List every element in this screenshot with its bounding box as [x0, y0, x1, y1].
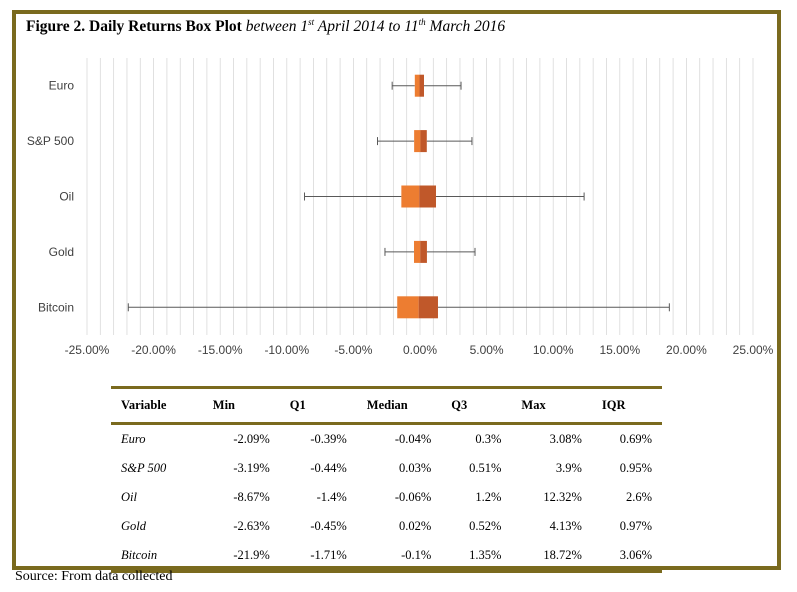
header-min: Min [212, 398, 236, 412]
category-label: Bitcoin [38, 300, 74, 314]
cell-iqr: 0.95% [619, 461, 652, 475]
cell-max: 4.13% [549, 519, 582, 533]
table-header-row: Variable Min Q1 Median Q3 Max IQR [111, 387, 662, 424]
box-upper [419, 185, 436, 208]
cell-median: 0.03% [398, 461, 432, 475]
cell-min: -2.63% [233, 519, 270, 533]
header-iqr: IQR [601, 398, 626, 412]
x-tick-label: 0.00% [403, 343, 437, 357]
cell-q3: 1.2% [475, 490, 502, 504]
table-row: Bitcoin -21.9% -1.71% -0.1% 1.35% 18.72%… [111, 541, 662, 572]
table-row: S&P 500 -3.19% -0.44% 0.03% 0.51% 3.9% 0… [111, 454, 662, 483]
header-variable: Variable [121, 398, 167, 412]
x-tick-label: -20.00% [131, 343, 176, 357]
x-tick-label: 5.00% [470, 343, 504, 357]
cell-variable: Bitcoin [121, 548, 158, 562]
x-tick-label: 20.00% [666, 343, 707, 357]
cell-min: -3.19% [233, 461, 270, 475]
source-note: Source: From data collected [15, 569, 173, 584]
cell-variable: Oil [121, 490, 137, 504]
x-tick-label: 15.00% [599, 343, 640, 357]
cell-median: -0.04% [394, 432, 432, 446]
cell-q3: 0.52% [469, 519, 502, 533]
cell-q1: -0.39% [310, 432, 347, 446]
box-lower [397, 296, 419, 319]
cell-q1: -1.71% [310, 548, 347, 562]
cell-min: -21.9% [233, 548, 270, 562]
cell-median: -0.06% [394, 490, 432, 504]
cell-variable: S&P 500 [121, 461, 167, 475]
figure-title: Figure 2. Daily Returns Box Plot between… [26, 17, 505, 36]
figure-title-main: . Daily Returns Box Plot [81, 18, 242, 36]
x-tick-label: 25.00% [733, 343, 774, 357]
category-label: Gold [49, 245, 74, 259]
cell-min: -8.67% [233, 490, 270, 504]
category-label: Oil [59, 190, 74, 204]
box-upper [419, 74, 424, 97]
box-lower [401, 185, 420, 208]
table-row: Euro -2.09% -0.39% -0.04% 0.3% 3.08% 0.6… [111, 424, 662, 455]
x-tick-label: -25.00% [65, 343, 110, 357]
cell-max: 3.08% [549, 432, 582, 446]
cell-q3: 0.3% [475, 432, 502, 446]
cell-q1: -0.44% [310, 461, 347, 475]
box-upper [420, 130, 427, 153]
x-tick-label: 10.00% [533, 343, 574, 357]
figure-title-sup-1: st [308, 17, 315, 27]
cell-q1: -0.45% [310, 519, 347, 533]
table-row: Gold -2.63% -0.45% 0.02% 0.52% 4.13% 0.9… [111, 512, 662, 541]
category-label: Euro [49, 79, 75, 93]
cell-median: 0.02% [398, 519, 432, 533]
figure-title-range-3: March 2016 [425, 18, 506, 36]
cell-variable: Euro [121, 432, 146, 446]
x-tick-label: -5.00% [334, 343, 372, 357]
table-row: Oil -8.67% -1.4% -0.06% 1.2% 12.32% 2.6% [111, 483, 662, 512]
figure-title-range-2: April 2014 to 11 [314, 18, 419, 36]
cell-iqr: 0.69% [619, 432, 652, 446]
box-upper [420, 240, 427, 263]
cell-min: -2.09% [233, 432, 270, 446]
cell-max: 3.9% [555, 461, 582, 475]
cell-q3: 1.35% [469, 548, 502, 562]
box-lower [414, 130, 421, 153]
cell-iqr: 3.06% [619, 548, 652, 562]
figure-label: Figure 2 [26, 18, 82, 36]
cell-q1: -1.4% [316, 490, 347, 504]
box-upper [418, 296, 438, 319]
cell-median: -0.1% [401, 548, 432, 562]
cell-iqr: 2.6% [625, 490, 652, 504]
cell-iqr: 0.97% [619, 519, 652, 533]
statistics-table: Variable Min Q1 Median Q3 Max IQR Euro -… [111, 386, 662, 573]
box-plot-chart: -25.00% -20.00% -15.00% -10.00% -5.00% 0.00% 5… [27, 58, 774, 357]
figure-title-range-1: between 1 [241, 18, 309, 36]
cell-variable: Gold [121, 519, 146, 533]
header-median: Median [366, 398, 408, 412]
cell-max: 12.32% [543, 490, 582, 504]
figure-title-sup-2: th [418, 17, 426, 27]
box-lower [414, 240, 421, 263]
x-tick-label: -10.00% [264, 343, 309, 357]
header-q1: Q1 [289, 398, 306, 412]
header-max: Max [521, 398, 546, 412]
cell-max: 18.72% [543, 548, 582, 562]
category-label: S&P 500 [27, 134, 74, 148]
box-lower [414, 74, 420, 97]
header-q3: Q3 [451, 398, 468, 412]
cell-q3: 0.51% [469, 461, 502, 475]
x-tick-label: -15.00% [198, 343, 243, 357]
